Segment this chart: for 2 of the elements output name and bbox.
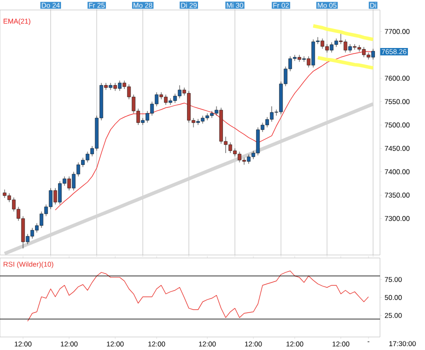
line-series (311, 24, 375, 42)
line-series (316, 56, 375, 70)
